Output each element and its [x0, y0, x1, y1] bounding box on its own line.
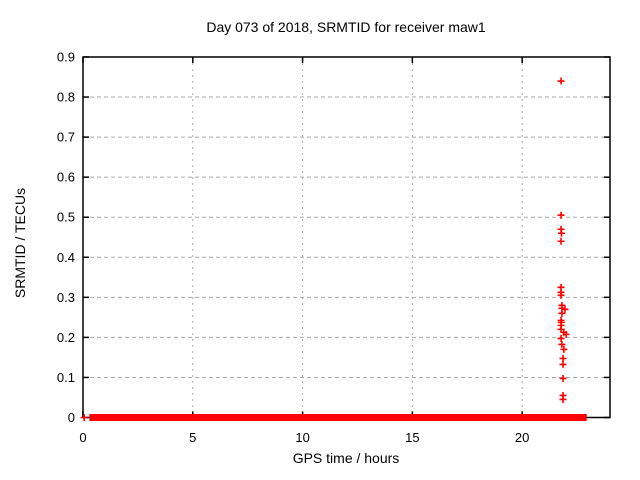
x-tick-label: 5	[189, 430, 196, 445]
data-point-marker	[559, 395, 567, 403]
x-tick-label: 20	[515, 430, 529, 445]
data-point-marker	[557, 229, 565, 237]
y-tick-label: 0.2	[57, 330, 75, 345]
y-tick-label: 0.3	[57, 290, 75, 305]
data-point-marker	[561, 305, 569, 313]
x-tick-label: 0	[79, 430, 86, 445]
data-point-marker	[557, 237, 565, 245]
y-tick-label: 0.8	[57, 90, 75, 105]
y-tick-label: 0.9	[57, 50, 75, 65]
data-point-marker	[559, 354, 567, 362]
x-axis-label: GPS time / hours	[292, 450, 400, 466]
y-tick-label: 0.7	[57, 130, 75, 145]
x-tick-label: 15	[405, 430, 419, 445]
data-point-marker	[562, 330, 570, 338]
data-point-marker	[559, 360, 567, 368]
y-tick-label: 0	[68, 410, 75, 425]
chart-title: Day 073 of 2018, SRMTID for receiver maw…	[206, 19, 486, 35]
data-point-marker	[559, 374, 567, 382]
data-point-marker	[557, 211, 565, 219]
plot-border	[82, 56, 611, 419]
baseline-marker-band	[89, 414, 564, 421]
y-tick-label: 0.6	[57, 170, 75, 185]
y-axis-label: SRMTID / TECUs	[12, 187, 28, 299]
data-point-marker	[80, 414, 88, 421]
data-point-marker	[557, 334, 565, 342]
baseline-marker-band	[562, 414, 587, 421]
data-point-marker	[560, 345, 568, 353]
data-point-marker	[558, 309, 566, 317]
data-point-marker	[557, 291, 565, 299]
x-tick-label: 10	[295, 430, 309, 445]
y-tick-label: 0.5	[57, 210, 75, 225]
y-tick-label: 0.1	[57, 370, 75, 385]
data-point-marker	[557, 77, 565, 85]
y-tick-label: 0.4	[57, 250, 75, 265]
data-point-marker	[558, 340, 566, 348]
